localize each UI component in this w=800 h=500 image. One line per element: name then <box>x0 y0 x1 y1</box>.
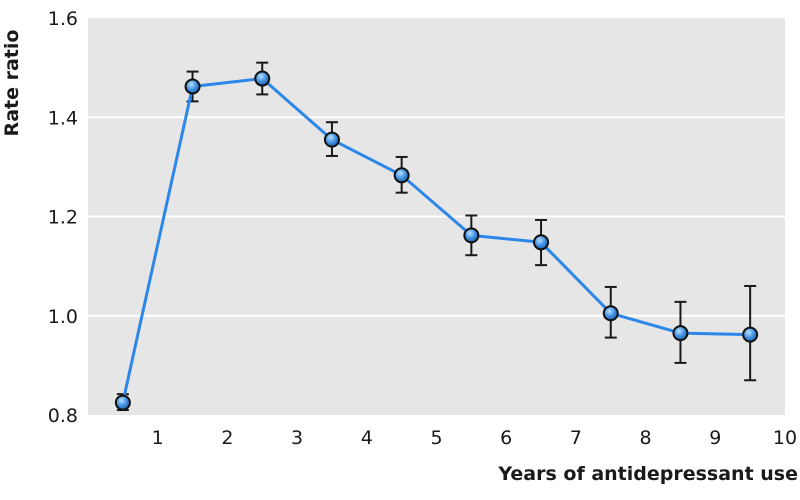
y-tick-label: 0.8 <box>48 405 78 427</box>
y-axis-ticks: 0.8 1.0 1.2 1.4 1.6 <box>48 8 78 427</box>
data-point <box>393 167 410 184</box>
series-line <box>121 77 751 403</box>
y-tick-label: 1.6 <box>48 8 78 30</box>
x-tick-label: 4 <box>361 427 373 449</box>
x-axis-ticks: 1 2 3 4 5 6 7 8 9 10 <box>152 427 797 449</box>
x-tick-label: 6 <box>500 427 512 449</box>
x-tick-label: 10 <box>773 427 797 449</box>
x-axis-title: Years of antidepressant use <box>497 463 798 485</box>
data-point <box>184 78 201 95</box>
x-tick-label: 7 <box>570 427 582 449</box>
data-point <box>114 394 131 411</box>
x-tick-label: 3 <box>291 427 303 449</box>
x-tick-label: 2 <box>221 427 233 449</box>
y-tick-label: 1.4 <box>48 107 78 129</box>
gridlines <box>88 116 785 317</box>
y-tick-label: 1.2 <box>48 207 78 229</box>
y-axis-title: Rate ratio <box>1 30 23 137</box>
data-point <box>742 326 759 343</box>
x-tick-label: 9 <box>709 427 721 449</box>
data-point <box>672 325 689 342</box>
x-tick-label: 1 <box>152 427 164 449</box>
x-tick-label: 8 <box>640 427 652 449</box>
data-points <box>114 70 759 411</box>
x-tick-label: 5 <box>430 427 442 449</box>
data-point <box>602 305 619 322</box>
data-point <box>533 234 550 251</box>
data-point <box>254 70 271 87</box>
data-point <box>323 131 340 148</box>
y-tick-label: 1.0 <box>48 306 78 328</box>
data-point <box>463 227 480 244</box>
